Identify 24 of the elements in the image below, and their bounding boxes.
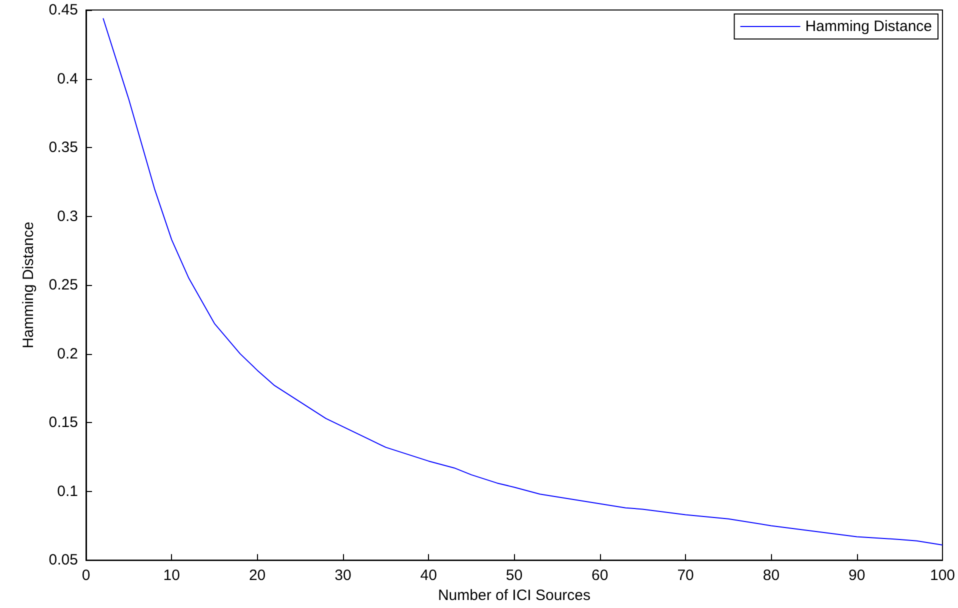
y-tick-label: 0.1 xyxy=(57,482,78,500)
y-tick-label: 0.45 xyxy=(48,2,78,18)
x-tick-label: 50 xyxy=(506,567,523,584)
line-series xyxy=(102,18,943,546)
y-tick-label: 0.35 xyxy=(48,139,78,156)
x-tick-label: 40 xyxy=(420,567,437,584)
legend-label: Hamming Distance xyxy=(805,18,932,35)
y-tick-label: 0.3 xyxy=(57,208,78,225)
x-axis-title: Number of ICI Sources xyxy=(438,587,591,604)
x-tick-label: 90 xyxy=(848,567,866,584)
x-tick-label: 60 xyxy=(592,567,608,584)
x-tick-label: 10 xyxy=(163,567,180,584)
y-tick-label: 0.4 xyxy=(57,70,78,88)
x-tick-label: 70 xyxy=(677,567,694,584)
y-tick-label: 0.15 xyxy=(48,414,78,432)
y-tick-label: 0.05 xyxy=(48,552,78,569)
x-tick-label: 80 xyxy=(762,567,780,584)
y-tick-label: 0.2 xyxy=(57,345,78,362)
x-tick-label: 100 xyxy=(930,567,955,584)
y-axis-title: Hamming Distance xyxy=(20,222,37,348)
x-tick-label: 0 xyxy=(82,567,90,584)
x-tick-label: 30 xyxy=(334,567,352,584)
x-tick-label: 20 xyxy=(248,567,266,584)
y-tick-label: 0.25 xyxy=(48,276,78,294)
